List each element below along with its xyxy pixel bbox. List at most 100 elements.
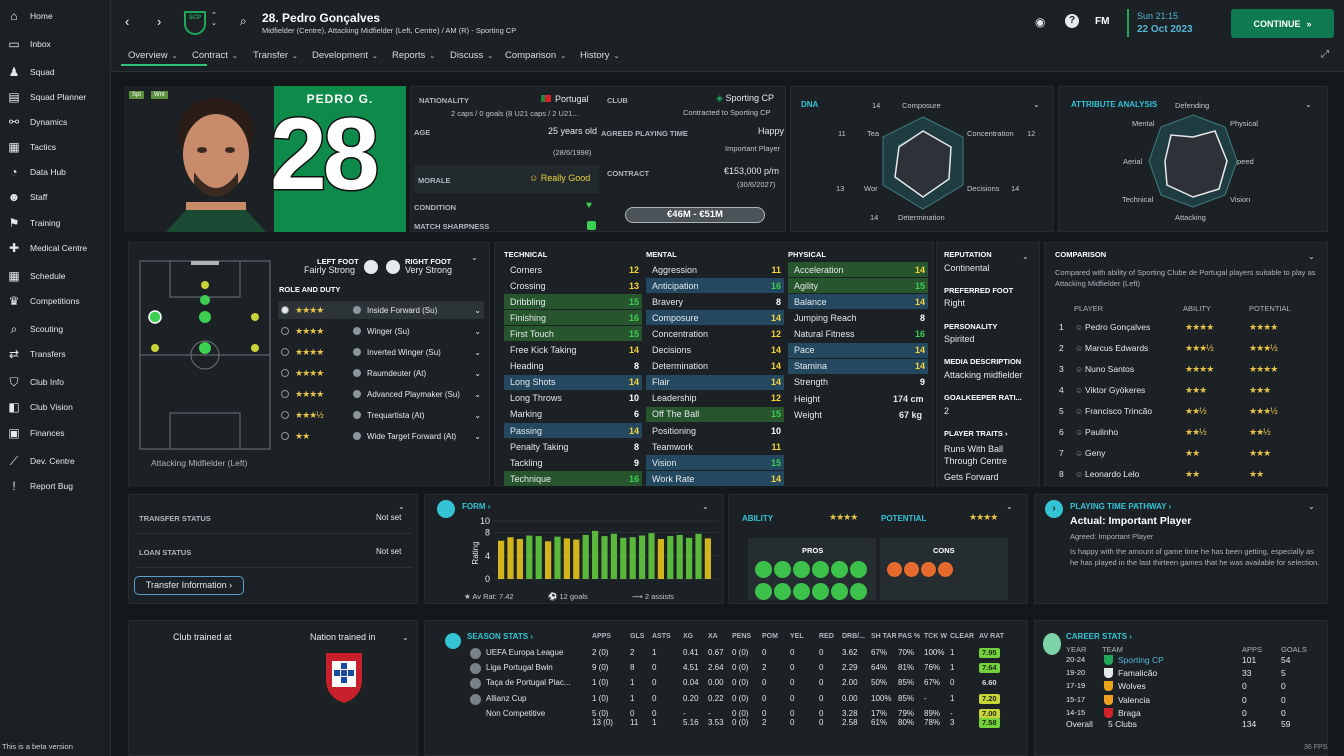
attribute-row[interactable]: Corners 12 bbox=[504, 262, 642, 277]
pro-trait-icon[interactable] bbox=[850, 583, 867, 600]
info-icon[interactable] bbox=[353, 369, 361, 377]
pro-trait-icon[interactable] bbox=[793, 561, 810, 578]
career-row[interactable]: 14-15 Braga 0 0 bbox=[1066, 707, 1326, 721]
attribute-row[interactable]: Leadership 12 bbox=[646, 391, 784, 406]
role-radio-icon[interactable] bbox=[281, 327, 289, 335]
attribute-row[interactable]: Penalty Taking 8 bbox=[504, 439, 642, 454]
expand-icon[interactable]: ⤢ bbox=[1321, 49, 1329, 60]
sidebar-item-club-vision[interactable]: ◧ Club Vision bbox=[0, 396, 111, 418]
form-bar[interactable] bbox=[648, 533, 655, 579]
form-bar[interactable] bbox=[573, 539, 580, 579]
attribute-row[interactable]: Determination 14 bbox=[646, 359, 784, 374]
career-stats-title[interactable]: CAREER STATS › bbox=[1066, 632, 1132, 641]
sidebar-item-training[interactable]: ⚑ Training bbox=[0, 212, 111, 234]
info-icon[interactable] bbox=[353, 327, 361, 335]
search-icon[interactable]: ⌕ bbox=[240, 14, 247, 28]
world-icon[interactable]: ◉ bbox=[1035, 15, 1046, 29]
role-row[interactable]: ★★★½ Trequartista (At) ⌄ bbox=[278, 406, 484, 424]
sidebar-item-schedule[interactable]: ▦ Schedule bbox=[0, 265, 111, 287]
chevron-down-icon[interactable]: ⌄ bbox=[474, 410, 481, 420]
attribute-row[interactable]: Technique 16 bbox=[504, 471, 642, 487]
pathway-dropdown-icon[interactable]: ⌄ bbox=[1308, 502, 1315, 511]
attribute-row[interactable]: Bravery 8 bbox=[646, 294, 784, 309]
attribute-row[interactable]: Agility 15 bbox=[788, 278, 928, 294]
role-row[interactable]: ★★ Wide Target Forward (At) ⌄ bbox=[278, 427, 484, 445]
club-badge-icon[interactable]: SCP bbox=[184, 11, 206, 35]
role-radio-icon[interactable] bbox=[281, 369, 289, 377]
season-row[interactable]: Non Competitive 5 (0) 0 0 - - 0 (0) 0 0 0 3.28 17% 7… bbox=[470, 708, 1005, 722]
form-bar[interactable] bbox=[686, 537, 693, 579]
sidebar-item-medical-centre[interactable]: ✚ Medical Centre bbox=[0, 237, 111, 259]
season-row[interactable]: UEFA Europa League 2 (0) 2 1 0.41 0.67 0 (0) 0 0… bbox=[470, 648, 1005, 661]
forward-button[interactable]: › bbox=[157, 14, 162, 29]
form-bar[interactable] bbox=[704, 538, 711, 579]
comparison-row[interactable]: 8 ☺ Leonardo Lelo ★★ ★★ bbox=[1055, 465, 1320, 483]
form-bar[interactable] bbox=[629, 537, 636, 579]
season-row[interactable]: 13 (0) 11 1 5.16 3.53 0 (0) 2 0 0 2.58 61% 80% 78% 3 7… bbox=[470, 718, 1005, 731]
attribute-row[interactable]: Tackling 9 bbox=[504, 455, 642, 470]
form-bar[interactable] bbox=[639, 535, 646, 580]
attribute-row[interactable]: Flair 14 bbox=[646, 374, 784, 390]
tab-contract[interactable]: Contract ⌄ bbox=[192, 50, 238, 61]
attribute-row[interactable]: Dribbling 15 bbox=[504, 294, 642, 310]
comparison-row[interactable]: 7 ☺ Geny ★★ ★★★ bbox=[1055, 444, 1320, 462]
career-row[interactable]: 15-17 Valencia 0 0 bbox=[1066, 694, 1326, 708]
switch-player-chevron-icon[interactable]: ⌃ ⌄ bbox=[211, 12, 217, 27]
form-bar[interactable] bbox=[554, 536, 561, 579]
attribute-row[interactable]: Anticipation 16 bbox=[646, 278, 784, 294]
sidebar-item-finances[interactable]: ▣ Finances bbox=[0, 422, 111, 444]
pro-trait-icon[interactable] bbox=[812, 561, 829, 578]
attribute-row[interactable]: Composure 14 bbox=[646, 310, 784, 326]
form-bar[interactable] bbox=[563, 538, 570, 579]
pro-trait-icon[interactable] bbox=[774, 561, 791, 578]
attribute-row[interactable]: Teamwork 11 bbox=[646, 439, 784, 454]
sidebar-item-club-info[interactable]: ⛉ Club Info bbox=[0, 371, 111, 393]
attribute-row[interactable]: Acceleration 14 bbox=[788, 262, 928, 277]
player-traits-label[interactable]: PLAYER TRAITS › bbox=[944, 429, 1008, 438]
pro-trait-icon[interactable] bbox=[755, 561, 772, 578]
foot-dropdown-icon[interactable]: ⌄ bbox=[471, 253, 478, 262]
form-title[interactable]: FORM › bbox=[462, 502, 491, 511]
chevron-down-icon[interactable]: ⌄ bbox=[474, 368, 481, 378]
role-radio-icon[interactable] bbox=[281, 390, 289, 398]
continue-button[interactable]: CONTINUE» bbox=[1231, 9, 1334, 38]
sidebar-item-data-hub[interactable]: ◔ Data Hub bbox=[0, 161, 111, 183]
tab-overview[interactable]: Overview ⌄ bbox=[128, 50, 177, 61]
attribute-row[interactable]: Pace 14 bbox=[788, 342, 928, 358]
transfer-dropdown-icon[interactable]: ⌄ bbox=[398, 502, 405, 511]
attribute-row[interactable]: Concentration 12 bbox=[646, 326, 784, 341]
attribute-row[interactable]: Decisions 14 bbox=[646, 343, 784, 358]
sidebar-item-squad[interactable]: ♟ Squad bbox=[0, 61, 111, 83]
comparison-dropdown-icon[interactable]: ⌄ bbox=[1308, 252, 1315, 261]
info-icon[interactable] bbox=[353, 306, 361, 314]
form-bar[interactable] bbox=[526, 535, 533, 580]
tab-development[interactable]: Development ⌄ bbox=[312, 50, 378, 61]
attribute-row[interactable]: Off The Ball 15 bbox=[646, 406, 784, 422]
career-row[interactable]: 17-19 Wolves 0 0 bbox=[1066, 681, 1326, 694]
pro-trait-icon[interactable] bbox=[831, 561, 848, 578]
form-bar[interactable] bbox=[545, 541, 552, 579]
form-bar[interactable] bbox=[695, 533, 702, 579]
con-trait-icon[interactable] bbox=[921, 562, 936, 577]
attribute-row[interactable]: Positioning 10 bbox=[646, 423, 784, 438]
form-bar[interactable] bbox=[601, 536, 608, 579]
sidebar-item-tactics[interactable]: ▦ Tactics bbox=[0, 136, 111, 158]
side-dropdown-icon[interactable]: ⌄ bbox=[1022, 252, 1029, 261]
tab-history[interactable]: History ⌄ bbox=[580, 50, 619, 61]
dna-dropdown-icon[interactable]: ⌄ bbox=[1033, 100, 1040, 109]
comparison-row[interactable]: 5 ☺ Francisco Trincão ★★½ ★★★½ bbox=[1055, 402, 1320, 420]
pro-trait-icon[interactable] bbox=[755, 583, 772, 600]
tab-reports[interactable]: Reports ⌄ bbox=[392, 50, 435, 61]
form-bar[interactable] bbox=[498, 540, 505, 579]
sidebar-item-inbox[interactable]: ▭ Inbox bbox=[0, 33, 111, 55]
attribute-row[interactable]: Heading 8 bbox=[504, 359, 642, 374]
con-trait-icon[interactable] bbox=[904, 562, 919, 577]
role-row[interactable]: ★★★★ Inside Forward (Su) ⌄ bbox=[278, 301, 484, 319]
role-row[interactable]: ★★★★ Winger (Su) ⌄ bbox=[278, 322, 484, 340]
sidebar-item-report-bug[interactable]: ! Report Bug bbox=[0, 475, 111, 497]
comparison-row[interactable]: 2 ☺ Marcus Edwards ★★★½ ★★★½ bbox=[1055, 339, 1320, 357]
sidebar-item-competitions[interactable]: ♛ Competitions bbox=[0, 290, 111, 312]
role-radio-icon[interactable] bbox=[281, 306, 289, 314]
sidebar-item-scouting[interactable]: ⌕ Scouting bbox=[0, 318, 111, 340]
attribute-row[interactable]: Aggression 11 bbox=[646, 262, 784, 277]
